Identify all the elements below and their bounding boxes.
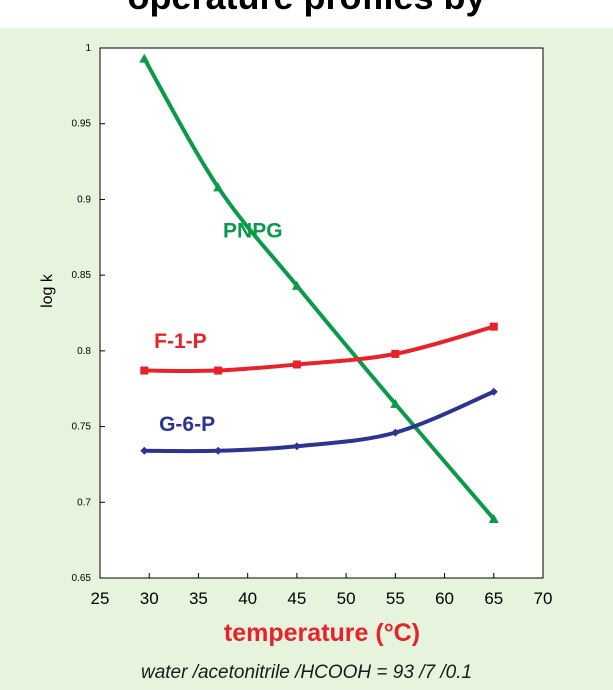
data-point xyxy=(489,322,498,331)
data-point xyxy=(391,349,400,358)
series-label: F-1-P xyxy=(154,330,207,353)
data-point xyxy=(140,366,149,375)
chart-title: operature profiles by xyxy=(0,0,613,18)
chart-title-strip: operature profiles by xyxy=(0,0,613,28)
data-point xyxy=(292,442,301,451)
x-tick-label: 55 xyxy=(386,589,405,608)
x-tick-label: 45 xyxy=(287,589,306,608)
data-point xyxy=(291,280,302,290)
data-point xyxy=(391,428,400,437)
series-layer: PNPG F-1-P G-6-P xyxy=(139,53,499,523)
data-point xyxy=(489,387,498,396)
data-point xyxy=(488,513,499,523)
x-tick-label: 35 xyxy=(189,589,208,608)
y-tick-label: 1 xyxy=(85,43,91,54)
y-tick-label: 0.95 xyxy=(72,119,92,130)
series-pnpg: PNPG xyxy=(139,53,499,523)
x-axis-ticks: 25 30 35 40 45 50 55 60 65 70 xyxy=(91,573,553,608)
y-tick-label: 0.9 xyxy=(77,194,91,205)
series-label: PNPG xyxy=(223,219,283,242)
data-point xyxy=(390,398,401,408)
y-tick-label: 0.85 xyxy=(72,270,92,281)
data-point xyxy=(140,446,149,455)
data-point xyxy=(213,182,224,192)
y-axis-label: log k xyxy=(39,273,56,308)
y-tick-label: 0.65 xyxy=(72,573,92,584)
x-axis-label: temperature (°C) xyxy=(224,619,420,647)
y-tick-label: 0.7 xyxy=(77,497,91,508)
series-line xyxy=(144,389,495,454)
x-tick-label: 40 xyxy=(238,589,257,608)
data-point xyxy=(139,53,150,63)
data-point xyxy=(214,366,223,375)
y-tick-label: 0.75 xyxy=(72,422,92,433)
x-tick-label: 25 xyxy=(91,589,110,608)
data-point xyxy=(292,360,301,369)
data-point xyxy=(214,446,223,455)
x-tick-label: 30 xyxy=(140,589,159,608)
series-line xyxy=(144,324,495,373)
x-tick-label: 65 xyxy=(484,589,503,608)
chart-caption: water /acetonitrile /HCOOH = 93 /7 /0.1 xyxy=(140,662,473,683)
x-tick-label: 50 xyxy=(337,589,356,608)
x-tick-label: 60 xyxy=(435,589,454,608)
series-f-1-p: F-1-P xyxy=(140,322,498,375)
y-axis-ticks: 0.65 0.7 0.75 0.8 0.85 0.9 0.95 1 xyxy=(72,43,105,584)
series-g-6-p: G-6-P xyxy=(140,387,498,455)
x-tick-label: 70 xyxy=(534,589,553,608)
y-tick-label: 0.8 xyxy=(77,346,91,357)
series-label: G-6-P xyxy=(159,413,215,436)
